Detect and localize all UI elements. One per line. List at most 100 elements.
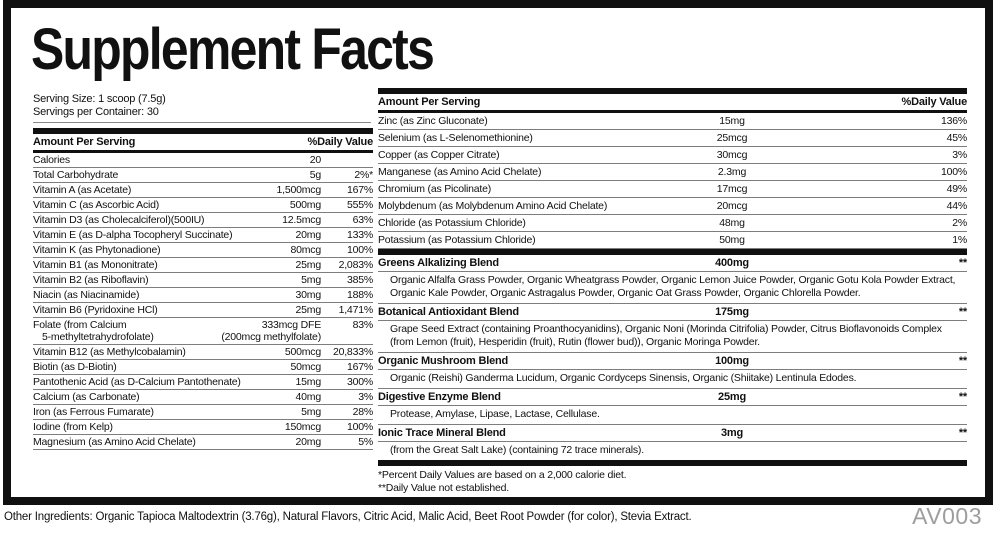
row-daily-value: 555% <box>346 199 373 211</box>
row-name: Biotin (as D-Biotin) <box>33 361 117 373</box>
row-daily-value: 100% <box>346 244 373 256</box>
row-name: Copper (as Copper Citrate) <box>378 149 500 161</box>
row-amount: 15mg <box>295 376 322 388</box>
table-row: Chromium (as Picolinate) 17mcg 49% <box>378 181 967 198</box>
table-row: Vitamin C (as Ascorbic Acid) 500mg 555% <box>33 198 373 213</box>
row-amount: 20 <box>309 154 321 166</box>
table-row: Vitamin K (as Phytonadione) 80mcg 100% <box>33 243 373 258</box>
panel-title: Supplement Facts <box>31 17 435 82</box>
row-daily-value: 3% <box>952 149 967 161</box>
row-amount: 40mg <box>295 391 322 403</box>
blend-daily-value: ** <box>958 391 967 403</box>
header-amount-per-serving: Amount Per Serving <box>378 96 481 108</box>
table-row: Vitamin B2 (as Riboflavin) 5mg 385% <box>33 273 373 288</box>
row-name: Magnesium (as Amino Acid Chelate) <box>33 436 196 448</box>
row-name: Potassium (as Potassium Chloride) <box>378 234 536 246</box>
row-daily-value: 3% <box>358 391 373 403</box>
table-row: Iron (as Ferrous Fumarate) 5mg 28% <box>33 405 373 420</box>
blend-daily-value: ** <box>958 257 967 269</box>
row-amount: 25mcg <box>716 132 748 144</box>
blend-ingredients: Organic (Reishi) Ganderma Lucidum, Organ… <box>378 370 967 389</box>
row-name: Chromium (as Picolinate) <box>378 183 492 195</box>
row-name: Iodine (from Kelp) <box>33 421 113 433</box>
table-row: Vitamin B12 (as Methylcobalamin) 500mcg … <box>33 345 373 360</box>
row-name: Niacin (as Niacinamide) <box>33 289 140 301</box>
row-name: Pantothenic Acid (as D-Calcium Pantothen… <box>33 376 241 388</box>
header-amount-per-serving: Amount Per Serving <box>33 136 136 148</box>
row-amount: 150mcg <box>284 421 321 433</box>
row-name: Manganese (as Amino Acid Chelate) <box>378 166 542 178</box>
table-row: Vitamin E (as D-alpha Tocopheryl Succina… <box>33 228 373 243</box>
row-name: Vitamin D3 (as Cholecalciferol)(500IU) <box>33 214 205 226</box>
row-daily-value: 2%* <box>354 169 373 181</box>
table-row: Vitamin A (as Acetate) 1,500mcg 167% <box>33 183 373 198</box>
row-name: Vitamin B2 (as Riboflavin) <box>33 274 149 286</box>
row-daily-value: 2% <box>952 217 967 229</box>
blend-section: Botanical Antioxidant Blend 175mg ** Gra… <box>378 304 967 353</box>
header-daily-value: %Daily Value <box>901 96 968 108</box>
blend-section: Organic Mushroom Blend 100mg ** Organic … <box>378 353 967 389</box>
row-amount: 5mg <box>301 274 321 286</box>
blend-daily-value: ** <box>958 355 967 367</box>
table-row: Selenium (as L-Selenomethionine) 25mcg 4… <box>378 130 967 147</box>
table-row: Vitamin B6 (Pyridoxine HCl) 25mg 1,471% <box>33 303 373 318</box>
row-amount: 17mcg <box>716 183 748 195</box>
blend-name: Ionic Trace Mineral Blend <box>378 427 506 439</box>
row-amount: 5mg <box>301 406 321 418</box>
header-daily-value: %Daily Value <box>307 136 374 148</box>
row-daily-value: 28% <box>352 406 374 418</box>
section-divider-bar <box>378 249 967 255</box>
row-name: Calories <box>33 154 70 166</box>
table-header: Amount Per Serving %Daily Value <box>378 88 967 113</box>
left-nutrient-table: Amount Per Serving %Daily Value Calories… <box>33 128 373 450</box>
blend-name: Organic Mushroom Blend <box>378 355 509 367</box>
footnote-not-established: **Daily Value not established. <box>378 482 509 494</box>
blend-ingredients: Organic Alfalfa Grass Powder, Organic Wh… <box>378 272 967 304</box>
row-amount: 50mcg <box>290 361 321 373</box>
row-name: Vitamin B1 (as Mononitrate) <box>33 259 158 271</box>
table-row: Total Carbohydrate 5g 2%* <box>33 168 373 183</box>
blend-amount: 400mg <box>715 257 749 269</box>
serving-size: Serving Size: 1 scoop (7.5g) <box>33 93 166 105</box>
blend-name: Greens Alkalizing Blend <box>378 257 499 269</box>
row-amount: 80mcg <box>290 244 321 256</box>
row-amount: 30mcg <box>716 149 748 161</box>
row-daily-value: 44% <box>946 200 968 212</box>
row-name: Zinc (as Zinc Gluconate) <box>378 115 488 127</box>
blend-name: Digestive Enzyme Blend <box>378 391 501 403</box>
row-name: Iron (as Ferrous Fumarate) <box>33 406 154 418</box>
blend-name: Botanical Antioxidant Blend <box>378 306 519 318</box>
table-row: Vitamin D3 (as Cholecalciferol)(500IU) 1… <box>33 213 373 228</box>
row-amount: 15mg <box>719 115 745 127</box>
table-row: Copper (as Copper Citrate) 30mcg 3% <box>378 147 967 164</box>
row-name: Calcium (as Carbonate) <box>33 391 140 403</box>
other-ingredients: Other Ingredients: Organic Tapioca Malto… <box>4 511 692 523</box>
table-row: Chloride (as Potassium Chloride) 48mg 2% <box>378 215 967 232</box>
row-name: Folate (from Calcium 5-methyltetrahydrofo… <box>33 319 154 343</box>
row-daily-value: 300% <box>346 376 373 388</box>
blend-header-row: Digestive Enzyme Blend 25mg ** <box>378 389 967 406</box>
row-daily-value: 385% <box>346 274 373 286</box>
row-name: Vitamin B6 (Pyridoxine HCl) <box>33 304 158 316</box>
row-daily-value: 188% <box>346 289 373 301</box>
table-row: Potassium (as Potassium Chloride) 50mg 1… <box>378 232 967 249</box>
row-daily-value: 100% <box>940 166 967 178</box>
blend-daily-value: ** <box>958 306 967 318</box>
table-row: Pantothenic Acid (as D-Calcium Pantothen… <box>33 375 373 390</box>
row-daily-value: 136% <box>940 115 967 127</box>
blend-header-row: Botanical Antioxidant Blend 175mg ** <box>378 304 967 321</box>
row-daily-value: 167% <box>346 361 373 373</box>
blend-ingredients: (from the Great Salt Lake) (containing 7… <box>390 444 644 456</box>
serving-info: Serving Size: 1 scoop (7.5g) Servings pe… <box>33 93 371 123</box>
row-name: Vitamin K (as Phytonadione) <box>33 244 161 256</box>
table-row: Calories 20 <box>33 153 373 168</box>
divider <box>33 119 371 123</box>
blend-ingredients: Grape Seed Extract (containing Proanthoc… <box>378 321 967 353</box>
row-amount: 30mg <box>295 289 322 301</box>
row-amount: 500mcg <box>284 346 321 358</box>
row-amount: 50mg <box>719 234 745 246</box>
row-amount: 25mg <box>295 259 322 271</box>
footnotes: *Percent Daily Values are based on a 2,0… <box>378 469 967 495</box>
table-row: Magnesium (as Amino Acid Chelate) 20mg 5… <box>33 435 373 450</box>
row-name: Vitamin C (as Ascorbic Acid) <box>33 199 160 211</box>
